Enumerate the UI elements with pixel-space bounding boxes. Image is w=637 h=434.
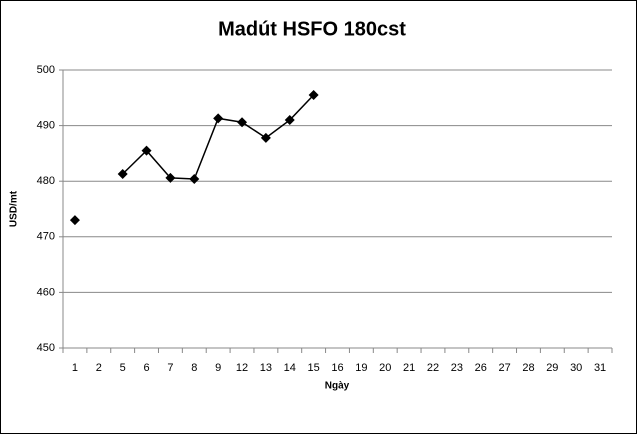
x-tick-label: 1 bbox=[72, 362, 78, 374]
x-tick-label: 5 bbox=[120, 362, 126, 374]
x-tick-label: 20 bbox=[379, 362, 391, 374]
x-tick-label: 14 bbox=[284, 362, 296, 374]
y-tick-label: 490 bbox=[37, 120, 55, 132]
data-point bbox=[260, 132, 271, 143]
x-tick-label: 21 bbox=[403, 362, 415, 374]
x-tick-label: 22 bbox=[427, 362, 439, 374]
x-tick-label: 29 bbox=[546, 362, 558, 374]
y-tick-label: 470 bbox=[37, 231, 55, 243]
x-tick-label: 16 bbox=[331, 362, 343, 374]
x-tick-label: 15 bbox=[308, 362, 320, 374]
data-point bbox=[237, 117, 248, 128]
y-tick-label: 460 bbox=[37, 286, 55, 298]
y-tick-label: 450 bbox=[37, 342, 55, 354]
x-tick-label: 12 bbox=[236, 362, 248, 374]
x-tick-label: 23 bbox=[451, 362, 463, 374]
data-point bbox=[165, 172, 176, 183]
y-tick-label: 500 bbox=[37, 64, 55, 76]
x-tick-label: 8 bbox=[191, 362, 197, 374]
x-tick-label: 7 bbox=[167, 362, 173, 374]
data-point bbox=[117, 168, 128, 179]
data-point bbox=[141, 145, 152, 156]
data-point bbox=[284, 115, 295, 126]
data-point bbox=[308, 90, 319, 101]
data-point bbox=[69, 215, 80, 226]
chart-title: Madút HSFO 180cst bbox=[218, 18, 406, 40]
x-tick-label: 9 bbox=[215, 362, 221, 374]
x-tick-label: 31 bbox=[594, 362, 606, 374]
x-tick-label: 28 bbox=[522, 362, 534, 374]
x-tick-label: 6 bbox=[143, 362, 149, 374]
x-tick-label: 26 bbox=[475, 362, 487, 374]
data-point bbox=[213, 113, 224, 124]
y-tick-label: 480 bbox=[37, 175, 55, 187]
y-axis-label: USD/mt bbox=[9, 190, 20, 227]
x-axis-label: Ngày bbox=[325, 381, 350, 392]
x-tick-label: 27 bbox=[498, 362, 510, 374]
x-tick-label: 13 bbox=[260, 362, 272, 374]
x-tick-label: 19 bbox=[355, 362, 367, 374]
data-point bbox=[189, 173, 200, 184]
x-tick-label: 30 bbox=[570, 362, 582, 374]
x-tick-label: 2 bbox=[96, 362, 102, 374]
